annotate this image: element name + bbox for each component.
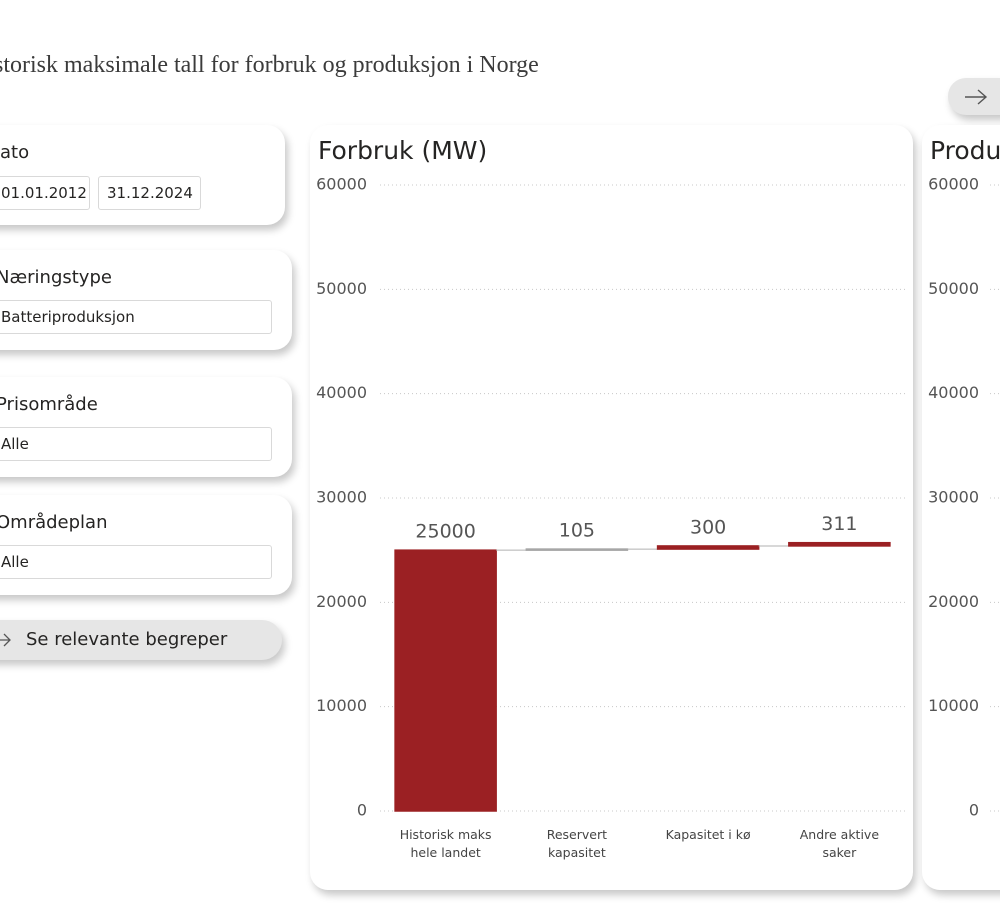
x-tick-label: Reservert kapasitet — [546, 827, 608, 860]
slicer-label: ato — [0, 142, 30, 163]
y-tick-label: 0 — [357, 801, 367, 820]
dropdown[interactable]: Batteriproduksjon — [0, 300, 272, 334]
data-label: 300 — [690, 516, 726, 538]
dropdown-slicer: Områdeplan Alle — [0, 495, 292, 595]
y-tick-label: 0 — [969, 801, 979, 820]
chart-panel — [922, 125, 1000, 890]
y-tick-label: 20000 — [928, 592, 979, 611]
data-label: 105 — [559, 520, 595, 542]
dropdown[interactable]: Alle — [0, 545, 272, 579]
y-tick-label: 30000 — [316, 488, 367, 507]
next-button[interactable] — [948, 78, 1000, 115]
y-tick-label: 30000 — [928, 488, 979, 507]
arrow-icon — [0, 633, 11, 647]
y-tick-label: 40000 — [316, 383, 367, 402]
date-end[interactable]: 31.12.2024 — [98, 176, 201, 210]
slicer-label: Områdeplan — [0, 512, 108, 533]
bar — [656, 545, 760, 550]
y-tick-label: 10000 — [316, 696, 367, 715]
terms-button[interactable]: Se relevante begreper — [0, 620, 282, 660]
x-tick-label: Kapasitet i kø — [665, 827, 751, 842]
dropdown[interactable]: Alle — [0, 427, 272, 461]
date-slicer: ato 01.01.2012 31.12.2024 — [0, 125, 285, 225]
dropdown-slicer: Prisområde Alle — [0, 377, 292, 477]
chart-title: Forbruk (MW) — [318, 136, 487, 165]
y-tick-label: 40000 — [928, 383, 979, 402]
x-tick-label: Andre aktive saker — [799, 827, 880, 860]
arrow-icon — [965, 89, 988, 105]
slicer-label: Næringstype — [0, 267, 112, 288]
bar — [525, 548, 629, 551]
y-tick-label: 60000 — [316, 175, 367, 194]
button-label: Se relevante begreper — [26, 629, 228, 650]
y-tick-label: 60000 — [928, 175, 979, 194]
y-tick-label: 50000 — [316, 279, 367, 298]
data-label: 311 — [821, 513, 857, 535]
x-tick-label: Historisk maks hele landet — [399, 827, 492, 860]
bar — [788, 541, 891, 547]
data-label: 25000 — [415, 521, 475, 543]
page-title: storisk maksimale tall for forbruk og pr… — [0, 52, 539, 78]
y-tick-label: 50000 — [928, 279, 979, 298]
bar — [394, 549, 497, 812]
date-start[interactable]: 01.01.2012 — [0, 176, 90, 210]
chart-title: Produ — [930, 136, 1000, 165]
dropdown-slicer: Næringstype Batteriproduksjon — [0, 250, 292, 350]
slicer-label: Prisområde — [0, 394, 98, 415]
y-tick-label: 10000 — [928, 696, 979, 715]
y-tick-label: 20000 — [316, 592, 367, 611]
